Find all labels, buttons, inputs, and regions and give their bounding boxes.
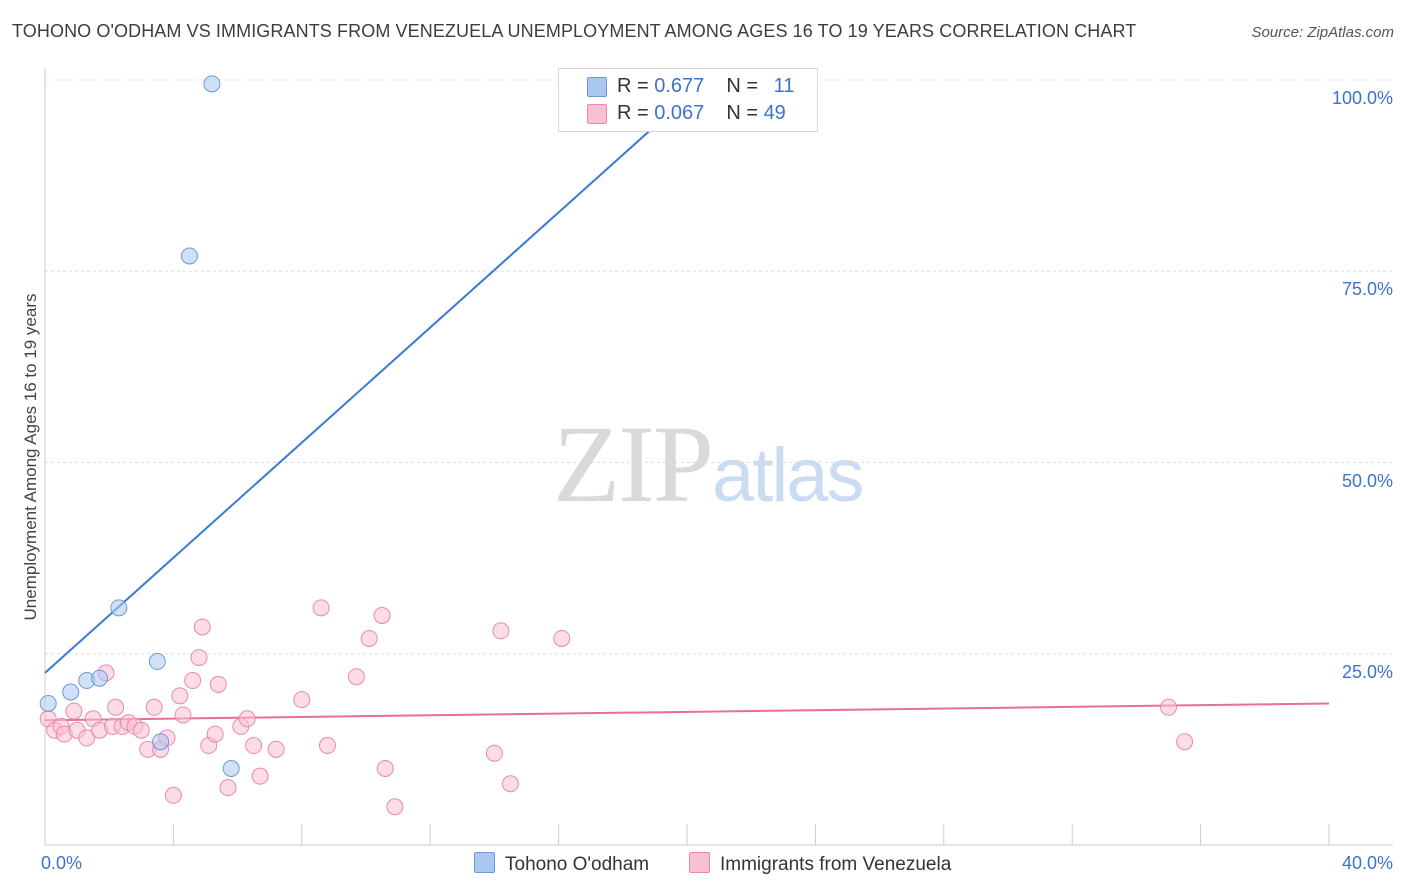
x-tick-label: 0.0% (41, 853, 83, 873)
y-tick-label: 50.0% (1341, 470, 1393, 491)
point-tohono (148, 652, 166, 670)
watermark: ZIPatlas (553, 403, 865, 525)
legend-n-label: N = (726, 102, 764, 124)
point-venezuela (209, 675, 227, 693)
legend-n-value: 49 (763, 102, 786, 124)
point-venezuela (318, 737, 336, 755)
source-note: Source: ZipAtlas.com (1251, 24, 1394, 41)
point-tohono (180, 247, 198, 265)
point-venezuela (184, 672, 202, 690)
point-venezuela (293, 691, 311, 709)
point-venezuela (1160, 698, 1177, 716)
point-venezuela (171, 687, 189, 705)
legend-swatch-tohono (587, 77, 607, 97)
point-venezuela (386, 798, 404, 816)
point-tohono (222, 760, 240, 777)
gridlines (45, 79, 1393, 655)
point-venezuela (238, 710, 256, 728)
point-venezuela (78, 729, 96, 747)
point-venezuela (193, 618, 211, 636)
point-tohono (152, 733, 170, 751)
point-venezuela (485, 744, 503, 762)
point-venezuela (251, 767, 269, 785)
y-tick-label: 100.0% (1331, 88, 1393, 108)
legend-swatch-venezuela (587, 104, 607, 124)
trend-line-venezuela (44, 702, 1330, 722)
point-venezuela (501, 775, 519, 793)
point-tohono (91, 669, 109, 687)
point-tohono (110, 599, 128, 617)
data-points (39, 71, 1194, 816)
correlation-legend: R = 0.677 N = 11 R = 0.067 N = 49 (558, 68, 818, 132)
trend-line-tohono (44, 79, 707, 674)
point-venezuela (164, 786, 182, 804)
bottom-legend-venezuela: Immigrants from Venezuela (689, 852, 951, 876)
legend-n-label: N = (726, 75, 764, 97)
chart-title: TOHONO O'ODHAM VS IMMIGRANTS FROM VENEZU… (12, 21, 1137, 41)
point-venezuela (107, 698, 125, 716)
legend-r-label: R = (617, 75, 655, 97)
point-venezuela (492, 622, 510, 640)
x-tick-label: 40.0% (1341, 853, 1393, 873)
point-venezuela (219, 779, 237, 797)
point-venezuela (190, 649, 208, 667)
y-tick-label: 25.0% (1341, 661, 1393, 682)
point-tohono (39, 694, 57, 712)
bottom-legend-swatch-tohono (474, 852, 495, 873)
point-venezuela (65, 702, 83, 720)
point-tohono (62, 683, 80, 701)
point-venezuela (132, 721, 150, 739)
point-venezuela (174, 706, 192, 724)
legend-n-value: 11 (773, 75, 795, 97)
bottom-legend-swatch-venezuela (689, 852, 710, 873)
point-venezuela (267, 740, 285, 758)
legend-r-value: 0.067 (654, 102, 705, 124)
point-venezuela (1176, 733, 1194, 751)
trend-lines (44, 79, 1330, 722)
bottom-legend-tohono: Tohono O'odham (474, 852, 649, 876)
point-venezuela (312, 599, 330, 617)
point-venezuela (373, 607, 391, 624)
legend-r-label: R = (617, 102, 655, 124)
point-venezuela (376, 760, 394, 777)
point-venezuela (360, 629, 378, 647)
point-venezuela (347, 668, 365, 686)
y-axis-title: Unemployment Among Ages 16 to 19 years (21, 293, 40, 621)
y-tick-label: 75.0% (1341, 279, 1393, 300)
point-venezuela (145, 698, 163, 716)
point-venezuela (245, 737, 263, 755)
legend-r-value: 0.677 (654, 75, 705, 97)
point-venezuela (553, 629, 571, 647)
point-venezuela (206, 725, 224, 743)
point-tohono (203, 75, 221, 93)
